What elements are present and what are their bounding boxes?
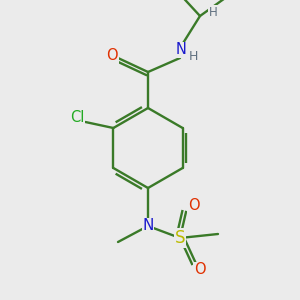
Text: O: O [194, 262, 206, 278]
Text: Cl: Cl [70, 110, 85, 125]
Text: O: O [106, 49, 118, 64]
Text: N: N [176, 43, 186, 58]
Text: H: H [188, 50, 198, 62]
Text: O: O [188, 199, 200, 214]
Text: S: S [175, 229, 185, 247]
Text: H: H [208, 5, 217, 19]
Text: N: N [142, 218, 154, 233]
